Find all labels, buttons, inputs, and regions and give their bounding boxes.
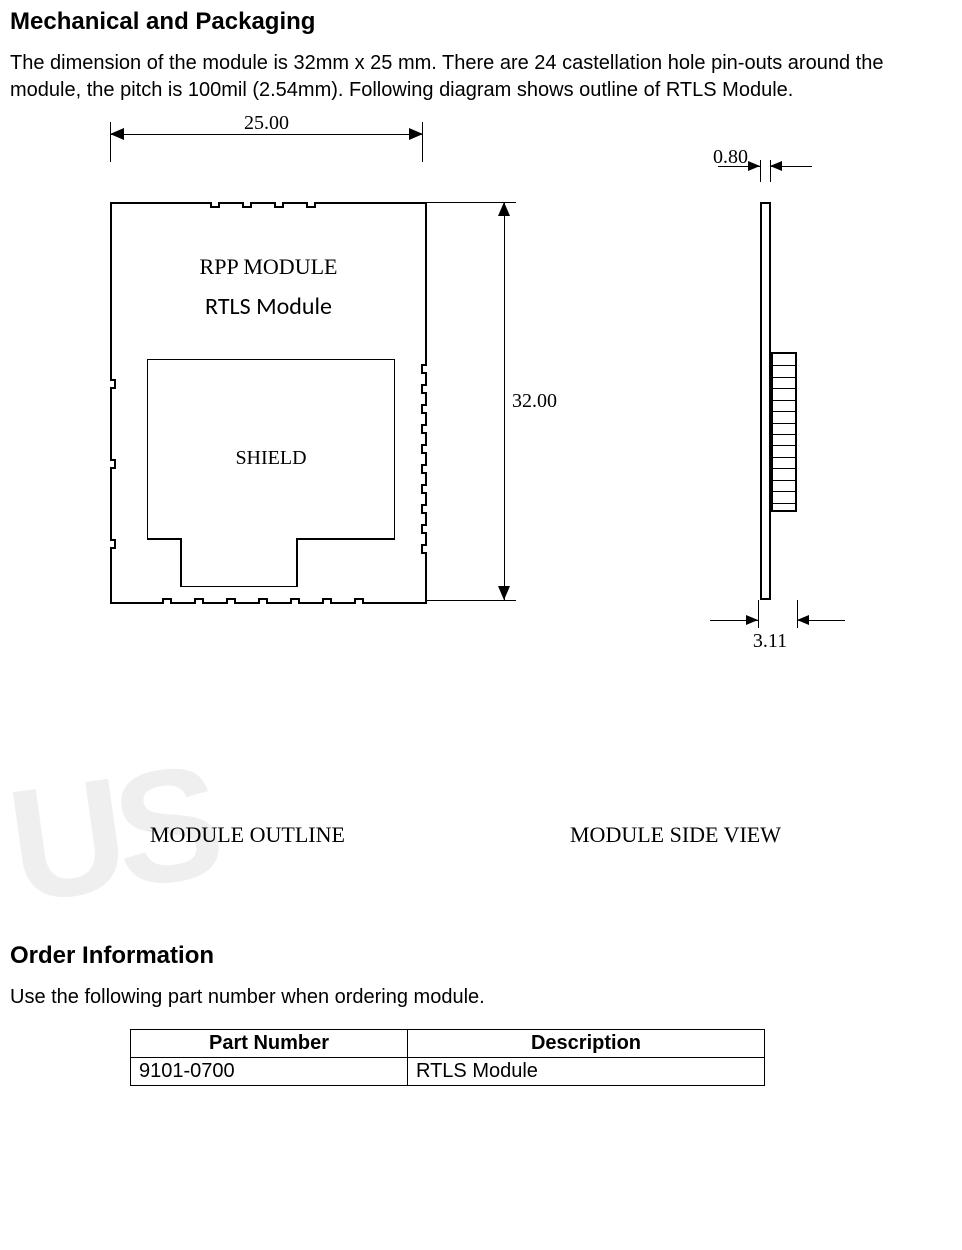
castellation-notch bbox=[421, 524, 427, 534]
height-dimension-label: 32.00 bbox=[512, 390, 557, 413]
part-number-table: Part Number Description 9101-0700RTLS Mo… bbox=[130, 1029, 765, 1086]
outline-caption: MODULE OUTLINE bbox=[150, 822, 345, 848]
shield-outline: SHIELD bbox=[147, 359, 395, 587]
thickness-dimension-label: 0.80 bbox=[688, 146, 748, 169]
height-dimension: 32.00 bbox=[480, 202, 540, 602]
module-side-view: 0.80 3.11 bbox=[630, 152, 830, 712]
castellation-notch bbox=[258, 598, 268, 604]
castellation-notch bbox=[421, 484, 427, 494]
side-view-caption: MODULE SIDE VIEW bbox=[570, 822, 781, 848]
order-info-heading: Order Information bbox=[10, 942, 952, 970]
castellation-notch bbox=[322, 598, 332, 604]
castellation-notch bbox=[210, 202, 220, 208]
order-info-intro: Use the following part number when order… bbox=[10, 984, 952, 1011]
col-part-number: Part Number bbox=[131, 1030, 408, 1058]
castellation-notch bbox=[421, 504, 427, 514]
table-row: 9101-0700RTLS Module bbox=[131, 1058, 765, 1086]
rpp-module-label: RPP MODULE bbox=[112, 254, 425, 280]
castellation-notch bbox=[421, 444, 427, 454]
col-description: Description bbox=[408, 1030, 765, 1058]
rtls-module-label: RTLS Module bbox=[112, 292, 425, 321]
depth-dimension-label: 3.11 bbox=[690, 630, 850, 653]
table-header-row: Part Number Description bbox=[131, 1030, 765, 1058]
castellation-notch bbox=[110, 379, 116, 389]
castellation-notch bbox=[421, 464, 427, 474]
mechanical-paragraph: The dimension of the module is 32mm x 25… bbox=[10, 50, 952, 104]
castellation-notch bbox=[110, 459, 116, 469]
depth-dimension: 3.11 bbox=[690, 612, 850, 652]
castellation-notch bbox=[306, 202, 316, 208]
castellation-notch bbox=[421, 364, 427, 374]
castellation-notch bbox=[354, 598, 364, 604]
castellation-notch bbox=[421, 384, 427, 394]
module-outline-box: RPP MODULE RTLS Module SHIELD bbox=[110, 202, 427, 604]
width-dimension-label: 25.00 bbox=[110, 112, 423, 135]
castellation-notch bbox=[162, 598, 172, 604]
castellation-notch bbox=[226, 598, 236, 604]
mechanical-figure: US 25.00 RPP MODULE RTLS Module SHIELD 3… bbox=[70, 122, 890, 902]
thickness-dimension: 0.80 bbox=[688, 152, 818, 182]
side-body-outline bbox=[760, 202, 771, 600]
castellation-notch bbox=[421, 424, 427, 434]
castellation-notch bbox=[194, 598, 204, 604]
side-chip-outline bbox=[771, 352, 797, 512]
castellation-notch bbox=[242, 202, 252, 208]
castellation-notch bbox=[110, 539, 116, 549]
table-cell: RTLS Module bbox=[408, 1058, 765, 1086]
castellation-notch bbox=[290, 598, 300, 604]
width-dimension: 25.00 bbox=[110, 122, 520, 162]
mechanical-heading: Mechanical and Packaging bbox=[10, 8, 952, 36]
module-outline-view: 25.00 RPP MODULE RTLS Module SHIELD 32.0… bbox=[110, 122, 520, 604]
shield-label: SHIELD bbox=[147, 447, 395, 470]
table-cell: 9101-0700 bbox=[131, 1058, 408, 1086]
castellation-notch bbox=[421, 544, 427, 554]
castellation-notch bbox=[421, 404, 427, 414]
castellation-notch bbox=[274, 202, 284, 208]
